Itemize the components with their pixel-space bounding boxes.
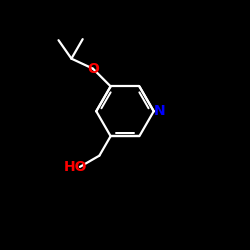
Text: O: O (87, 62, 99, 76)
Text: HO: HO (64, 160, 87, 174)
Text: N: N (154, 104, 166, 118)
